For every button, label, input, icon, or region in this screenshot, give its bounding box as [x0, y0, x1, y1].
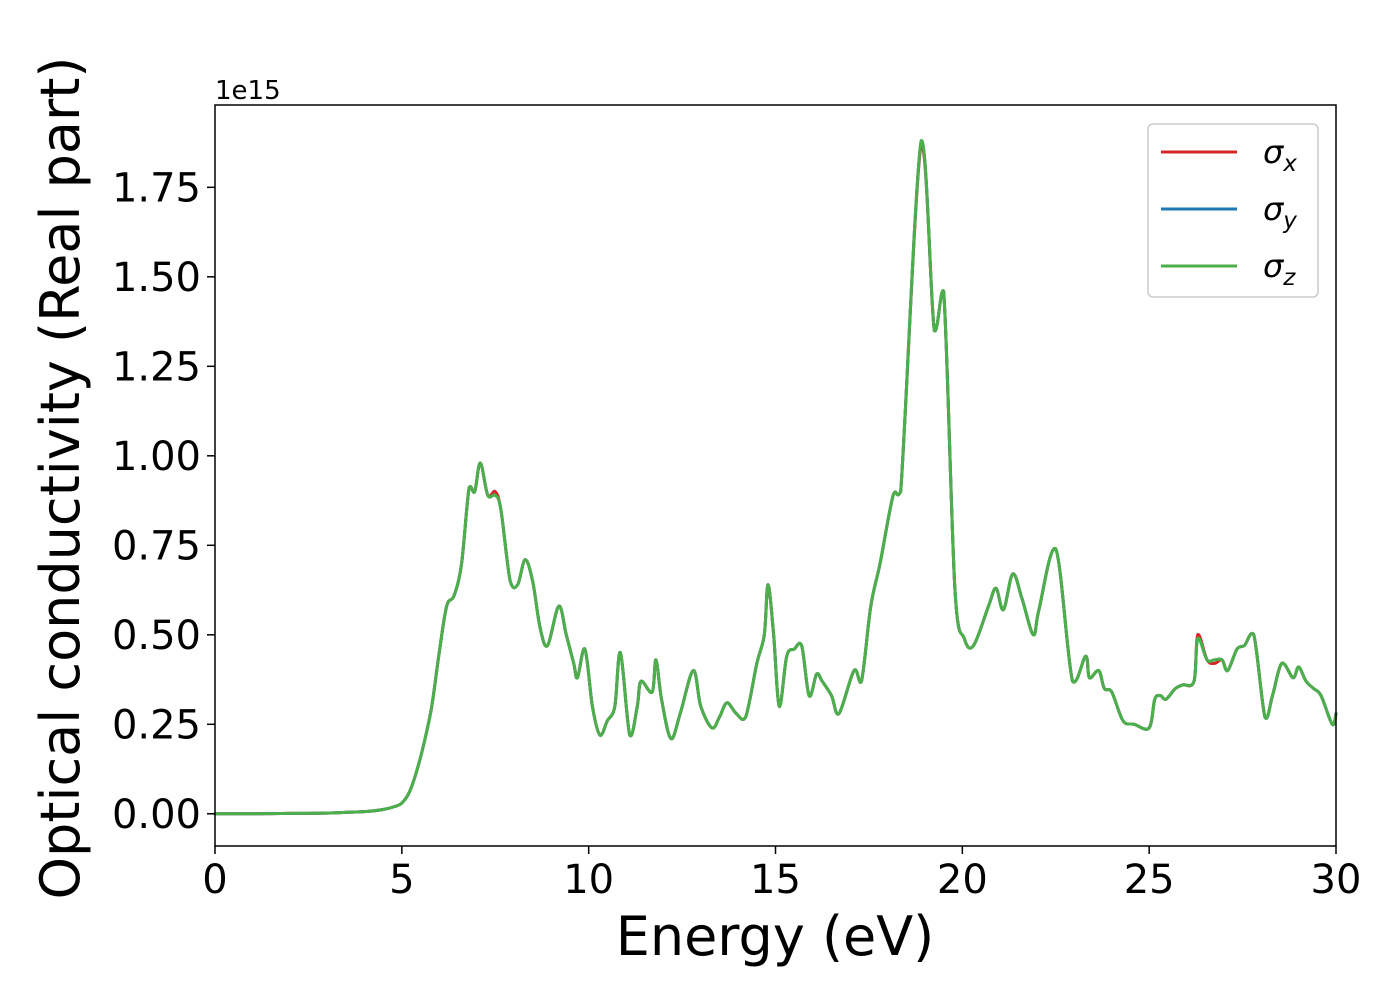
x-tick-label: 25 [1124, 857, 1175, 903]
y-offset-label: 1e15 [215, 76, 281, 106]
legend-subscript: z [1282, 265, 1296, 291]
x-tick-label: 10 [563, 857, 614, 903]
y-axis-ticks: 0.00 0.25 0.50 0.75 1.00 1.25 1.50 1.75 [112, 165, 215, 838]
y-tick-label: 0.50 [112, 613, 201, 659]
x-tick-label: 15 [750, 857, 801, 903]
x-tick-label: 30 [1311, 857, 1362, 903]
legend-symbol: σ [1263, 133, 1285, 171]
series-line-z [213, 139, 1338, 816]
y-axis-title: Optical conductivity (Real part) [29, 57, 92, 900]
series-layer [213, 139, 1338, 816]
legend-symbol: σ [1263, 247, 1285, 285]
y-tick-label: 1.50 [112, 255, 201, 301]
legend-label-x: σx [1263, 133, 1297, 177]
y-tick-label: 1.00 [112, 434, 201, 480]
legend-subscript: x [1282, 151, 1297, 177]
x-tick-label: 5 [389, 857, 414, 903]
y-tick-label: 0.75 [112, 523, 201, 569]
y-tick-label: 1.75 [112, 165, 201, 211]
legend-label-z: σz [1263, 247, 1296, 291]
legend-label-y: σy [1263, 190, 1297, 234]
y-tick-label: 0.25 [112, 702, 201, 748]
y-tick-label: 0.00 [112, 792, 201, 838]
x-axis-title: Energy (eV) [616, 905, 935, 968]
x-axis-ticks: 0 5 10 15 20 25 30 [202, 846, 1361, 903]
x-tick-label: 0 [202, 857, 227, 903]
legend-subscript: y [1282, 208, 1297, 234]
y-tick-label: 1.25 [112, 344, 201, 390]
legend-symbol: σ [1263, 190, 1285, 228]
x-tick-label: 20 [937, 857, 988, 903]
